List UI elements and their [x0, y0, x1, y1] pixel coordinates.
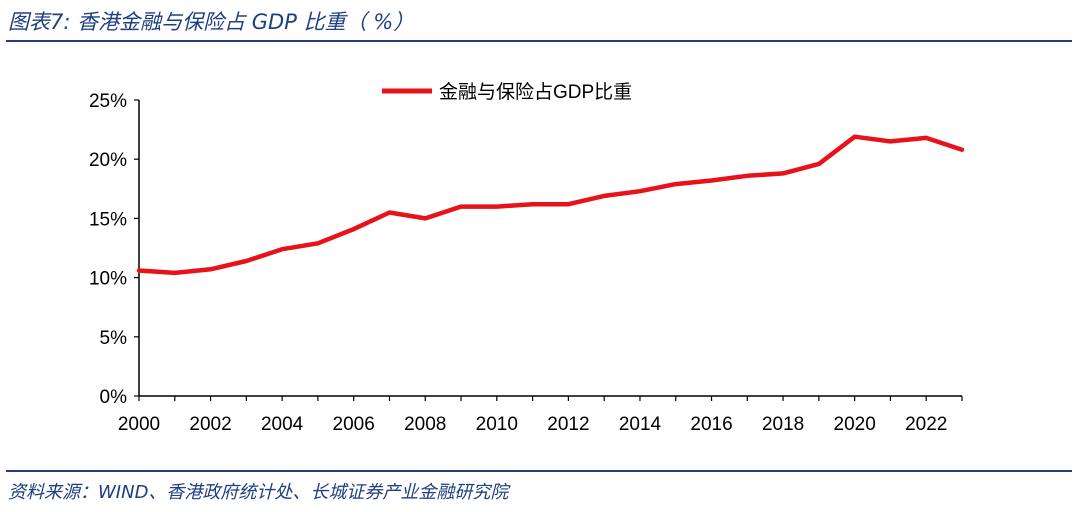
x-tick-label: 2000 — [118, 414, 160, 435]
legend-label: 金融与保险占GDP比重 — [439, 81, 632, 103]
y-axis-ticks: 0% 5% 10% 15% 20% 25% — [89, 91, 139, 408]
x-tick-label: 2018 — [762, 414, 804, 435]
source-divider — [6, 470, 1072, 472]
y-tick-label: 20% — [89, 150, 127, 171]
title-divider — [6, 40, 1072, 42]
y-tick-label: 15% — [89, 209, 127, 230]
y-tick-label: 25% — [89, 91, 127, 112]
series-group — [136, 134, 965, 276]
x-tick-label: 2006 — [333, 414, 375, 435]
figure-source: 资料来源：WIND、香港政府统计处、长城证券产业金融研究院 — [8, 482, 509, 503]
x-tick-label: 2012 — [547, 414, 589, 435]
x-tick-label: 2014 — [619, 414, 662, 435]
axes — [138, 100, 962, 397]
x-tick-label: 2008 — [404, 414, 446, 435]
series-line — [136, 134, 965, 276]
x-tick-label: 2020 — [834, 414, 876, 435]
x-tick-label: 2022 — [905, 414, 947, 435]
x-tick-label: 2010 — [476, 414, 518, 435]
y-tick-label: 10% — [89, 269, 127, 290]
y-tick-label: 0% — [100, 387, 128, 408]
legend: 金融与保险占GDP比重 — [382, 81, 632, 103]
x-axis-ticks: 2000 2002 2004 2006 2008 2010 2012 2014 2016 2018… — [118, 396, 963, 435]
x-tick-label: 2004 — [261, 414, 304, 435]
figure-title: 图表7: 香港金融与保险占 GDP 比重（ %） — [8, 10, 415, 34]
y-tick-label: 5% — [100, 328, 128, 349]
x-tick-label: 2002 — [189, 414, 231, 435]
x-tick-label: 2016 — [690, 414, 732, 435]
